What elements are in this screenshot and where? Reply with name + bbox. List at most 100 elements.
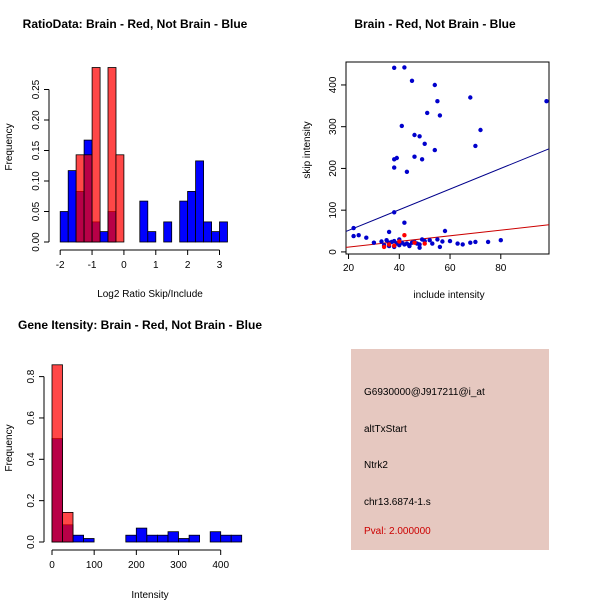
scatter-point-brain-4 xyxy=(392,243,397,248)
ratio-histogram-xlabel: Log2 Ratio Skip/Include xyxy=(97,289,203,300)
gene-bar-not-brain-10 xyxy=(188,534,201,543)
intensity-scatter-plot xyxy=(345,65,550,250)
scatter-point-not-brain-21 xyxy=(404,169,410,174)
scatter-point-not-brain-28 xyxy=(356,233,361,238)
ratio-bar-not-brain-14 xyxy=(203,221,213,243)
ratio-bar-not-brain-12 xyxy=(187,190,197,243)
ratio-y-tick-label-4: 0.20 xyxy=(31,110,42,130)
scatter-point-not-brain-8 xyxy=(425,110,430,116)
probe-id: G6930000@J917211@i_at xyxy=(364,387,485,398)
scatter-point-not-brain-54 xyxy=(460,242,465,247)
scatter-point-not-brain-45 xyxy=(417,242,422,247)
scatter-point-not-brain-19 xyxy=(419,157,425,162)
ratio-bar-brain-3 xyxy=(107,67,117,243)
intensity-scatter-xlabel: include intensity xyxy=(413,290,484,301)
scatter-point-not-brain-27 xyxy=(351,233,356,239)
scatter-y-tick-label-2: 200 xyxy=(328,160,339,177)
gene-y-tick-label-0: 0.0 xyxy=(26,535,37,549)
scatter-point-not-brain-50 xyxy=(435,237,440,242)
ratio-y-tick-label-0: 0.00 xyxy=(31,232,42,252)
scatter-point-not-brain-51 xyxy=(440,239,445,244)
ratio-histogram: RatioData: Brain - Red, Not Brain - Blue… xyxy=(4,17,248,300)
gene-bar-not-brain-12 xyxy=(209,531,222,543)
gene-y-tick-label-1: 0.2 xyxy=(26,493,37,507)
scatter-point-not-brain-0 xyxy=(392,65,397,71)
gene-bar-not-brain-8 xyxy=(167,531,179,543)
scatter-point-not-brain-9 xyxy=(399,123,404,129)
scatter-point-brain-6 xyxy=(422,241,427,246)
ratio-bar-not-brain-13 xyxy=(195,160,205,243)
ratio-histogram-axes: -2 -1 0 1 2 3 0.00 0.05 0.10 0.15 0.20 0.25 xyxy=(31,79,223,271)
scatter-point-brain-0 xyxy=(402,233,407,238)
scatter-point-not-brain-62 xyxy=(397,243,402,248)
ratio-bar-not-brain-15 xyxy=(211,231,220,243)
ratio-bar-not-brain-11 xyxy=(179,200,189,243)
ratio-bar-not-brain-5 xyxy=(99,231,109,243)
scatter-point-not-brain-49 xyxy=(430,241,435,246)
scatter-point-not-brain-1 xyxy=(402,65,407,70)
ratio-y-tick-label-2: 0.10 xyxy=(31,171,42,191)
scatter-point-not-brain-2 xyxy=(409,78,415,84)
gene-x-tick-label-1: 100 xyxy=(86,560,103,571)
gene-intensity-axes: 0 100 200 300 400 0.0 0.2 0.4 0.6 0.8 xyxy=(26,369,229,571)
ratio-y-tick-label-5: 0.25 xyxy=(31,79,42,99)
gene-name: Ntrk2 xyxy=(364,460,388,471)
ratio-y-tick-label-1: 0.05 xyxy=(31,201,42,221)
ratio-x-tick-label-5: 3 xyxy=(217,260,223,271)
fit-line-0 xyxy=(345,148,550,232)
gene-bar-not-brain-6 xyxy=(146,534,158,543)
gene-bar-brain-1 xyxy=(62,512,74,543)
scatter-point-not-brain-20 xyxy=(392,165,397,170)
scatter-point-not-brain-23 xyxy=(351,225,356,231)
scatter-point-not-brain-22 xyxy=(392,210,397,215)
gene-bar-not-brain-5 xyxy=(125,534,137,543)
scatter-point-brain-2 xyxy=(397,239,402,244)
fit-line-1 xyxy=(345,224,550,248)
ratio-bar-not-brain-8 xyxy=(139,200,149,243)
gene-intensity-histogram: Gene Itensity: Brain - Red, Not Brain - … xyxy=(4,318,262,600)
gene-intensity-title: Gene Itensity: Brain - Red, Not Brain - … xyxy=(18,318,262,332)
scatter-point-not-brain-3 xyxy=(432,82,437,88)
scatter-point-not-brain-25 xyxy=(442,228,448,234)
ratio-bar-not-brain-16 xyxy=(219,221,228,243)
scatter-point-brain-1 xyxy=(386,242,392,247)
ratio-y-tick-label-3: 0.15 xyxy=(31,140,42,160)
ratio-bar-brain-2 xyxy=(91,67,101,243)
ratio-histogram-ylabel: Frequency xyxy=(4,123,15,170)
probe-info-panel: G6930000@J917211@i_at altTxStart Ntrk2 c… xyxy=(351,349,549,550)
scatter-point-not-brain-11 xyxy=(417,134,422,139)
scatter-x-tick-label-2: 60 xyxy=(444,263,456,274)
scatter-point-not-brain-6 xyxy=(468,95,473,100)
p-value: Pval: 2.000000 xyxy=(364,526,431,537)
scatter-point-not-brain-4 xyxy=(544,99,549,104)
ratio-bar-brain-1 xyxy=(83,154,93,243)
scatter-y-tick-label-3: 300 xyxy=(328,118,339,135)
scatter-point-not-brain-63 xyxy=(407,243,412,249)
intensity-scatter-title: Brain - Red, Not Brain - Blue xyxy=(354,17,516,31)
ratio-x-tick-label-0: -2 xyxy=(56,260,65,271)
scatter-point-not-brain-57 xyxy=(485,239,491,245)
scatter-point-not-brain-13 xyxy=(422,141,427,146)
scatter-y-tick-label-0: 0 xyxy=(328,249,339,255)
scatter-point-not-brain-31 xyxy=(379,239,384,244)
scatter-point-not-brain-15 xyxy=(432,147,437,153)
scatter-y-tick-label-1: 100 xyxy=(328,201,339,218)
scatter-point-not-brain-10 xyxy=(412,132,417,138)
ratio-histogram-bars xyxy=(59,67,228,243)
scatter-point-not-brain-26 xyxy=(402,220,407,225)
gene-bar-not-brain-13 xyxy=(220,534,232,543)
ratio-bar-brain-0 xyxy=(75,154,85,243)
scatter-point-not-brain-65 xyxy=(437,244,443,250)
ratio-x-tick-label-3: 1 xyxy=(153,260,159,271)
gene-y-tick-label-4: 0.8 xyxy=(26,369,37,383)
scatter-point-not-brain-64 xyxy=(417,245,422,250)
scatter-point-not-brain-58 xyxy=(498,238,503,243)
ratio-bar-not-brain-0 xyxy=(59,211,69,243)
event-type: altTxStart xyxy=(364,424,407,435)
gene-bar-not-brain-3 xyxy=(83,538,95,543)
ratio-x-tick-label-1: -1 xyxy=(88,260,97,271)
gene-bar-not-brain-9 xyxy=(178,538,190,543)
scatter-y-tick-label-4: 400 xyxy=(328,76,339,93)
scatter-point-not-brain-18 xyxy=(392,157,397,162)
